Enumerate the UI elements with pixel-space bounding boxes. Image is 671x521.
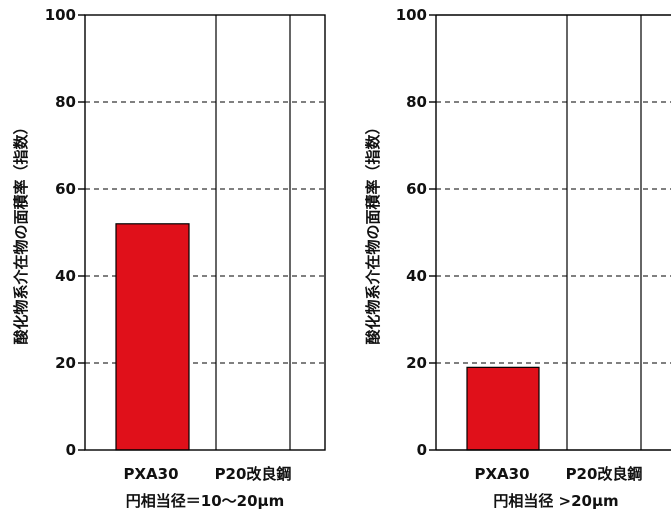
bar-pxa30 (115, 223, 190, 451)
chart-panel-2: 0 20 40 60 80 100 酸化物系介在物の面積率（指数） PXA30 … (364, 6, 671, 510)
plot-frame (84, 14, 326, 451)
y-axis-label: 酸化物系介在物の面積率（指数） (364, 119, 382, 344)
y-tick-label: 60 (55, 180, 76, 198)
y-tick-label: 60 (406, 180, 427, 198)
y-tick-label: 20 (55, 354, 76, 372)
y-tick-label: 80 (406, 93, 427, 111)
y-axis-label: 酸化物系介在物の面積率（指数） (12, 119, 30, 344)
y-tick-label: 20 (406, 354, 427, 372)
x-axis-subtitle: 円相当径＝10〜20μm (126, 492, 284, 510)
y-tick-label: 40 (55, 267, 76, 285)
x-category-label: PXA30 (123, 465, 178, 483)
y-tick-label: 100 (45, 6, 76, 24)
y-axis-ticks (429, 14, 436, 451)
y-tick-label: 80 (55, 93, 76, 111)
y-tick-label: 40 (406, 267, 427, 285)
y-tick-label: 0 (66, 441, 76, 459)
grid-lines (436, 101, 671, 364)
y-tick-label: 100 (396, 6, 427, 24)
x-category-label: PXA30 (474, 465, 529, 483)
bar-pxa30 (466, 366, 540, 451)
x-category-label: P20改良鋼 (215, 465, 292, 483)
y-axis-ticks (78, 14, 85, 451)
x-axis-subtitle: 円相当径 >20μm (493, 492, 618, 510)
bars (466, 366, 540, 451)
bars (115, 223, 190, 451)
chart-panel-1: 0 20 40 60 80 100 酸化物系介在物の面積率（指数） PXA30 … (12, 6, 326, 510)
x-category-label: P20改良鋼 (566, 465, 643, 483)
y-tick-label: 0 (417, 441, 427, 459)
